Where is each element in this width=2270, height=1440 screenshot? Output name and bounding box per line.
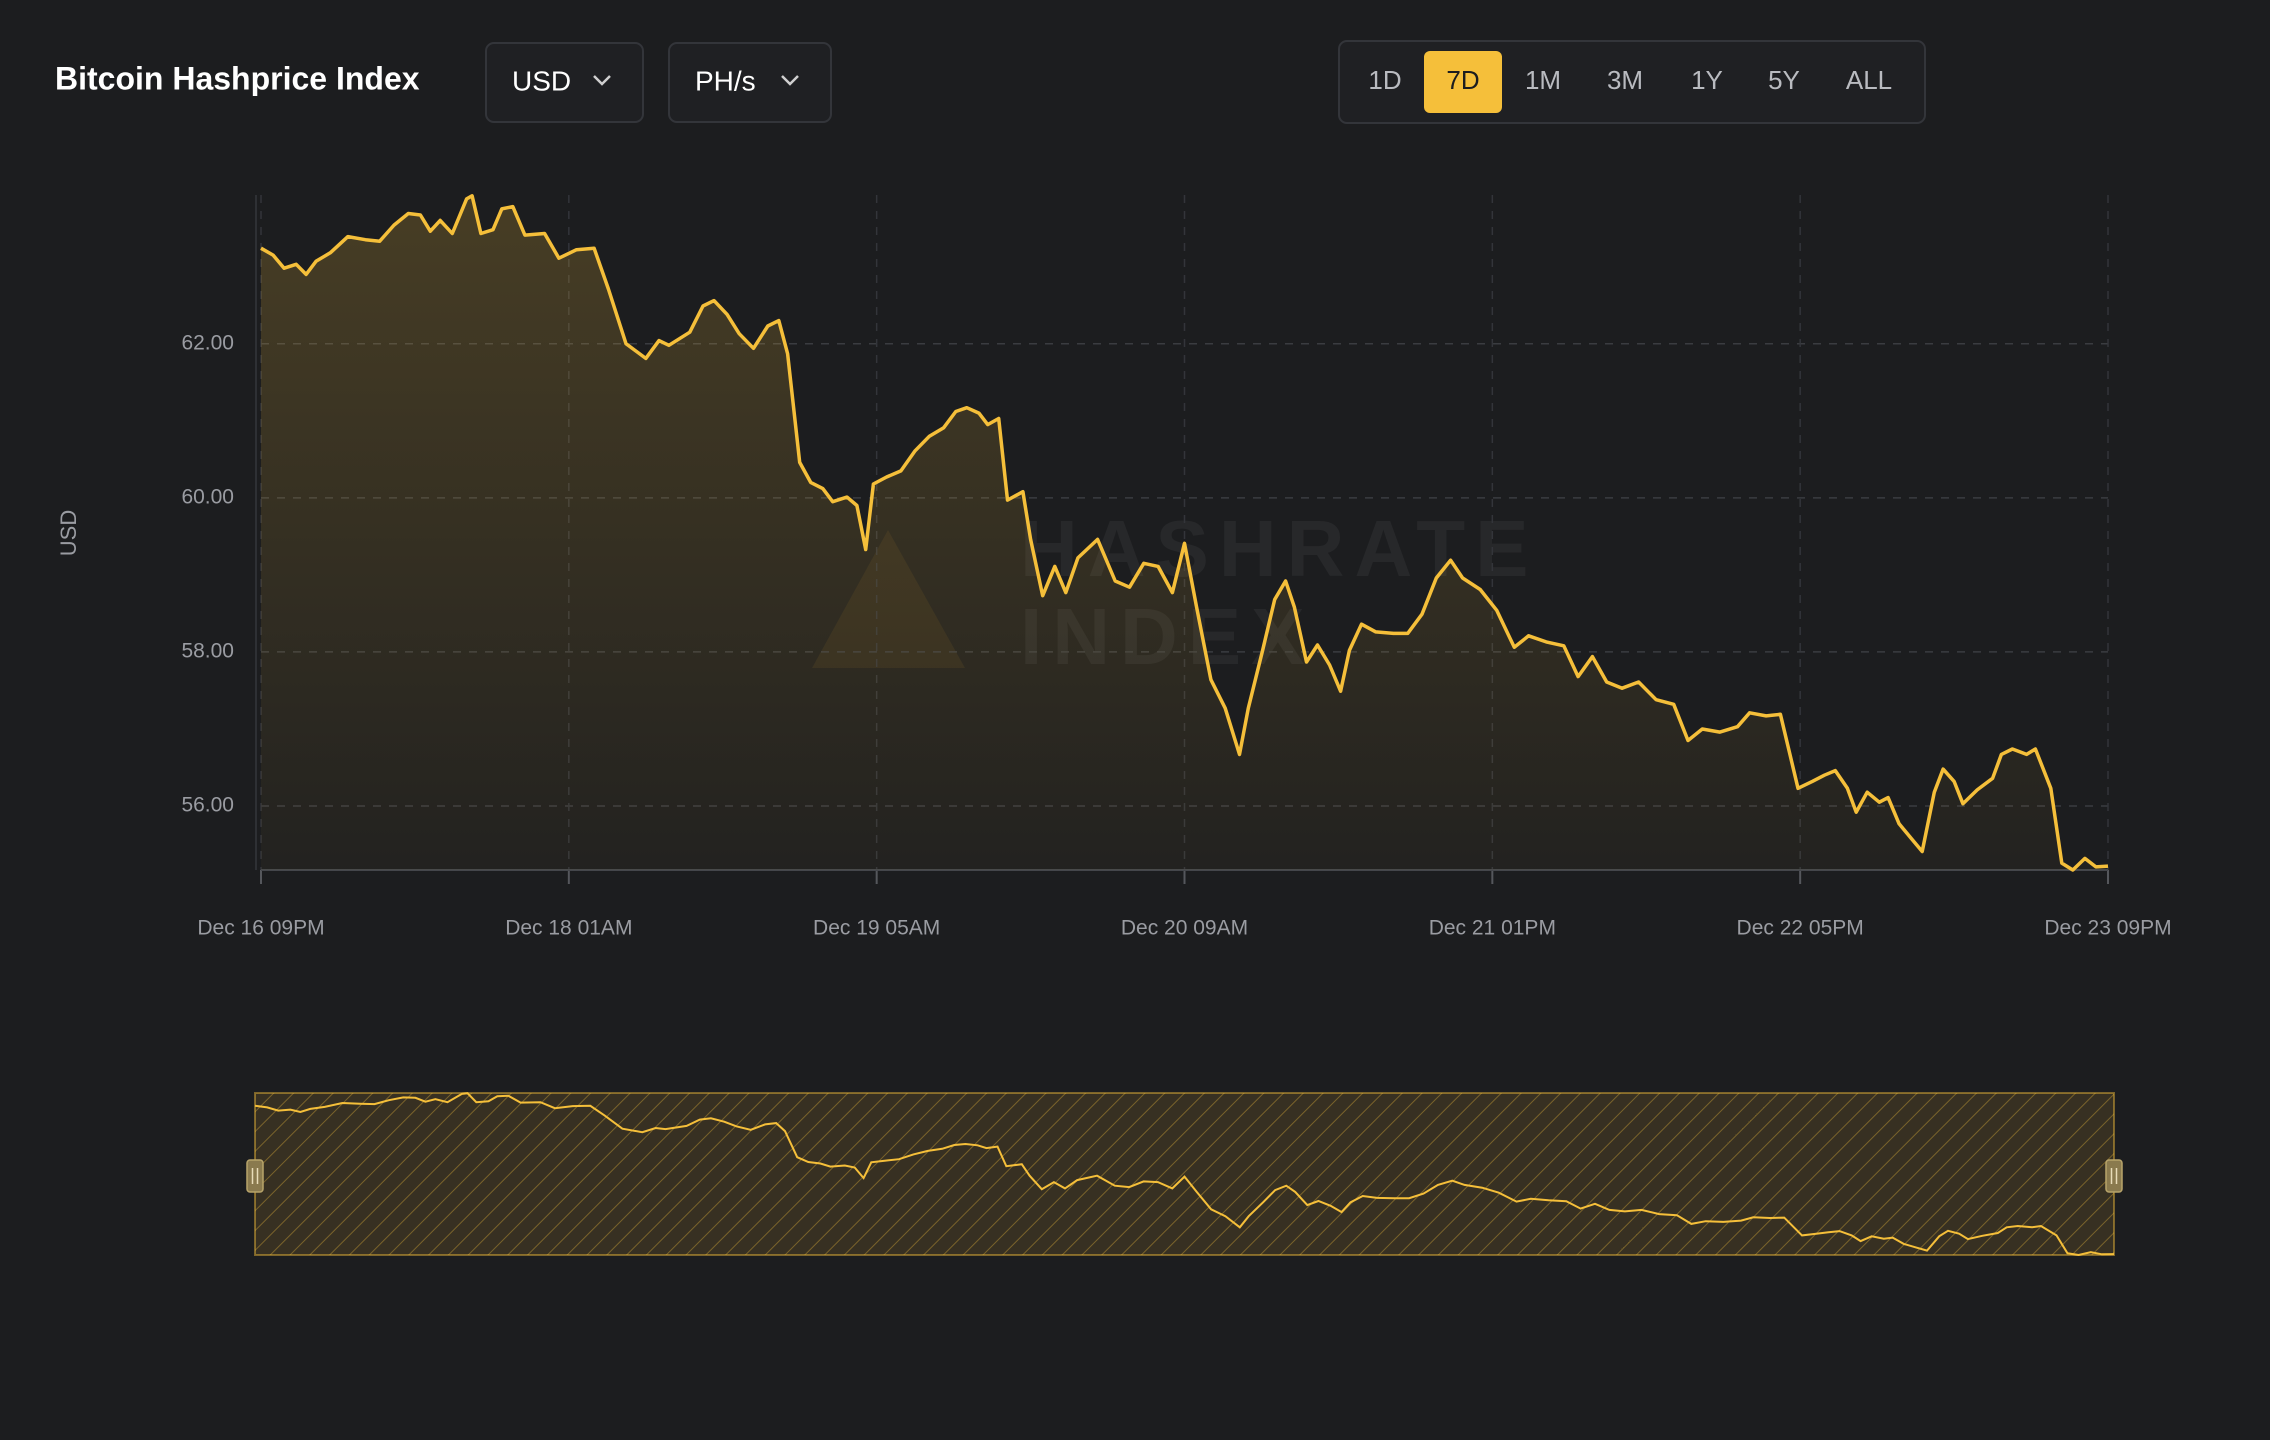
y-tick-label: 60.00: [181, 485, 234, 508]
y-tick-label: 58.00: [181, 639, 234, 662]
range-button-active[interactable]: [1424, 51, 1502, 113]
range-buttons: 1D 7D 1M 3M 1Y 5Y ALL: [1368, 51, 1892, 113]
dropdown-box[interactable]: [485, 42, 644, 123]
area-fill: [261, 195, 2108, 871]
range-button[interactable]: ALL: [1846, 65, 1892, 95]
x-tick-label: Dec 16 09PM: [197, 917, 324, 940]
range-button[interactable]: 1M: [1525, 65, 1561, 95]
range-button[interactable]: 1Y: [1691, 65, 1723, 95]
title: Bitcoin Hashprice Index: [55, 60, 420, 96]
dropdown-label[interactable]: USD: [512, 65, 571, 96]
handle-grip: [251, 1168, 259, 1184]
range-button[interactable]: 5Y: [1768, 65, 1800, 95]
currency-dropdown[interactable]: USD: [485, 42, 644, 123]
chevron: [593, 75, 611, 86]
x-tick-label: Dec 23 09PM: [2044, 917, 2171, 940]
x-tick-label: Dec 20 09AM: [1121, 917, 1248, 940]
navigator-line: [254, 1092, 2115, 1257]
navigator-window: [254, 1092, 2115, 1256]
y-axis-label: USD: [56, 510, 81, 556]
line: [260, 194, 2109, 872]
handle-grip: [2110, 1168, 2118, 1184]
y-tick-label: 62.00: [181, 331, 234, 354]
dropdown-box[interactable]: [668, 42, 832, 123]
x-tick-label: Dec 18 01AM: [505, 917, 632, 940]
range-button[interactable]: 3M: [1607, 65, 1643, 95]
navigator-handle[interactable]: [2105, 1159, 2123, 1193]
x-tick-label: Dec 22 05PM: [1737, 917, 1864, 940]
x-tick-label: Dec 19 05AM: [813, 917, 940, 940]
navigator-handle[interactable]: [246, 1159, 264, 1193]
dropdown-label[interactable]: PH/s: [695, 65, 756, 96]
x-tick-label: Dec 21 01PM: [1429, 917, 1556, 940]
unit-dropdown[interactable]: PH/s: [668, 42, 832, 123]
range-button[interactable]: 7D: [1446, 65, 1479, 95]
y-tick-label: 56.00: [181, 794, 234, 817]
range-button[interactable]: 1D: [1368, 65, 1401, 95]
chevron: [781, 75, 799, 86]
